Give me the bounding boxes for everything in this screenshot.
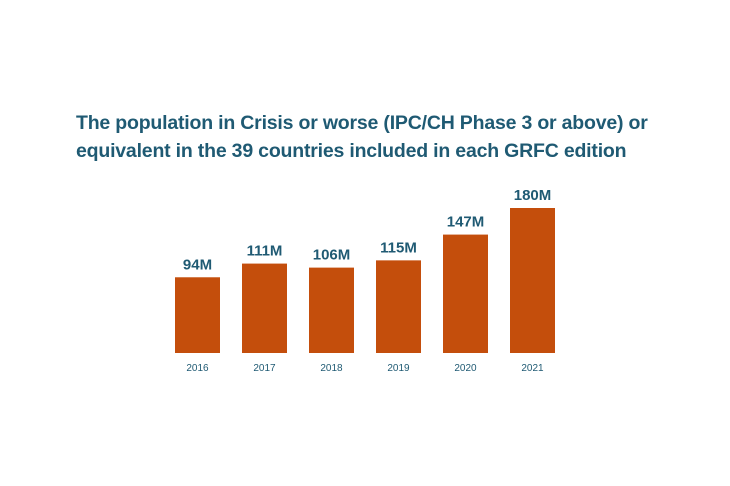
data-label-2017: 111M <box>247 243 283 260</box>
value-labels-group: 94M 111M 106M 115M 147M 180M <box>183 187 551 273</box>
data-label-2016: 94M <box>183 256 212 273</box>
data-label-2018: 106M <box>313 247 351 264</box>
data-label-2020: 147M <box>447 214 485 231</box>
x-tick-label-2016: 2016 <box>186 363 209 374</box>
x-tick-labels-group: 2016 2017 2018 2019 2020 2021 <box>186 363 544 374</box>
bar-2021 <box>510 208 555 353</box>
x-tick-label-2021: 2021 <box>521 363 544 374</box>
x-tick-label-2019: 2019 <box>387 363 410 374</box>
data-label-2021: 180M <box>514 187 552 204</box>
bar-2017 <box>242 263 287 353</box>
x-tick-label-2017: 2017 <box>253 363 276 374</box>
bar-2018 <box>309 267 354 353</box>
bar-2016 <box>175 277 220 353</box>
bar-2019 <box>376 260 421 353</box>
bar-2020 <box>443 234 488 353</box>
data-label-2019: 115M <box>380 239 417 256</box>
x-tick-label-2020: 2020 <box>454 363 477 374</box>
x-tick-label-2018: 2018 <box>320 363 343 374</box>
bars-group <box>175 208 555 353</box>
chart-title: The population in Crisis or worse (IPC/C… <box>76 112 648 162</box>
